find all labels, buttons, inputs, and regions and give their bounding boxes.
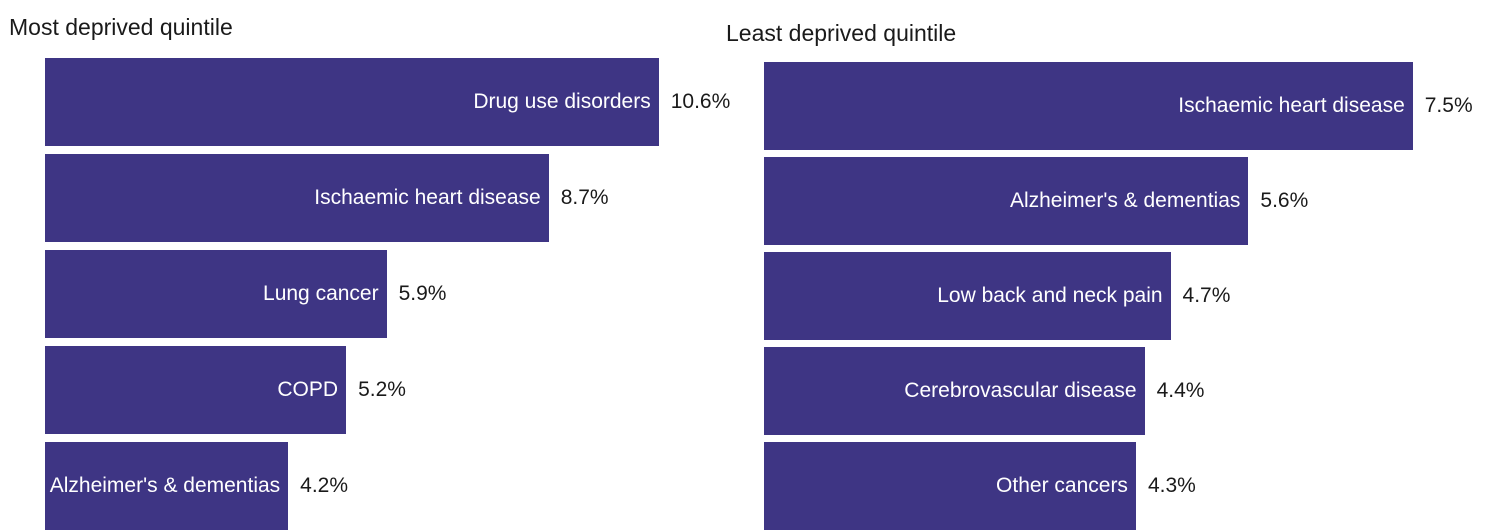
bar: Ischaemic heart disease bbox=[45, 154, 549, 242]
bar: COPD bbox=[45, 346, 347, 434]
bar: Alzheimer's & dementias bbox=[45, 442, 289, 530]
bar: Ischaemic heart disease bbox=[764, 62, 1413, 150]
bar-value-label: 4.2% bbox=[300, 474, 349, 497]
bar-value-label: 4.4% bbox=[1156, 379, 1205, 402]
bar-value-label: 8.7% bbox=[560, 186, 609, 209]
bar: Low back and neck pain bbox=[764, 252, 1171, 340]
bar-category-label: Alzheimer's & dementias bbox=[49, 474, 281, 497]
chart-title: Most deprived quintile bbox=[9, 14, 233, 40]
bar-value-label: 5.6% bbox=[1260, 189, 1309, 212]
bar-value-label: 7.5% bbox=[1424, 94, 1473, 117]
bar-value-label: 4.7% bbox=[1182, 284, 1231, 307]
bar-category-label: Cerebrovascular disease bbox=[904, 379, 1137, 402]
chart-most-deprived: Most deprived quintile Drug use disorder… bbox=[0, 0, 748, 530]
bar-area: Drug use disorders 10.6% Ischaemic heart d… bbox=[0, 0, 748, 530]
bar-category-label: Ischaemic heart disease bbox=[314, 186, 541, 209]
bar-category-label: COPD bbox=[277, 378, 339, 401]
bar: Cerebrovascular disease bbox=[764, 347, 1145, 435]
bar-value-label: 5.9% bbox=[398, 282, 447, 305]
bar: Lung cancer bbox=[45, 250, 387, 338]
bar-category-label: Lung cancer bbox=[263, 282, 379, 305]
bar-category-label: Ischaemic heart disease bbox=[1178, 94, 1405, 117]
chart-least-deprived: Least deprived quintile Ischaemic heart … bbox=[726, 0, 1496, 530]
bar-value-label: 10.6% bbox=[670, 90, 731, 113]
chart-title: Least deprived quintile bbox=[726, 20, 957, 46]
bar: Other cancers bbox=[764, 442, 1136, 530]
bar-category-label: Drug use disorders bbox=[473, 90, 651, 113]
bar-category-label: Alzheimer's & dementias bbox=[1009, 189, 1241, 212]
bar-value-label: 4.3% bbox=[1147, 474, 1196, 497]
bar-area: Ischaemic heart disease 7.5% Alzheimer's &… bbox=[748, 0, 1496, 530]
bar-value-label: 5.2% bbox=[358, 378, 406, 401]
bar: Drug use disorders bbox=[45, 58, 659, 146]
bar: Alzheimer's & dementias bbox=[764, 157, 1249, 245]
bar-category-label: Low back and neck pain bbox=[937, 284, 1163, 307]
bar-category-label: Other cancers bbox=[996, 474, 1128, 497]
